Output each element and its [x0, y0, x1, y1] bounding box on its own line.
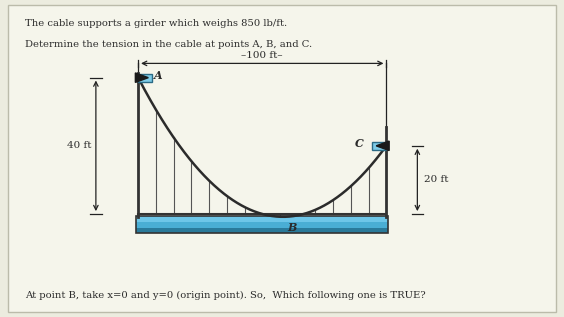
- Text: –100 ft–: –100 ft–: [241, 51, 283, 60]
- Polygon shape: [376, 141, 389, 151]
- Text: 40 ft: 40 ft: [67, 141, 91, 150]
- Bar: [138, 74, 152, 82]
- Text: At point B, take x=0 and y=0 (origin point). So,  Which following one is TRUE?: At point B, take x=0 and y=0 (origin poi…: [25, 290, 426, 300]
- Bar: [136, 216, 388, 222]
- Polygon shape: [135, 73, 148, 82]
- Bar: [372, 142, 386, 150]
- Text: 20 ft: 20 ft: [424, 175, 448, 184]
- Bar: [136, 228, 388, 233]
- Text: A: A: [154, 70, 162, 81]
- Text: B: B: [288, 222, 297, 233]
- Bar: [136, 216, 388, 233]
- Text: Determine the tension in the cable at points A, B, and C.: Determine the tension in the cable at po…: [25, 40, 312, 49]
- Bar: [136, 222, 388, 228]
- Text: C: C: [355, 139, 364, 149]
- Text: The cable supports a girder which weighs 850 lb/ft.: The cable supports a girder which weighs…: [25, 19, 288, 28]
